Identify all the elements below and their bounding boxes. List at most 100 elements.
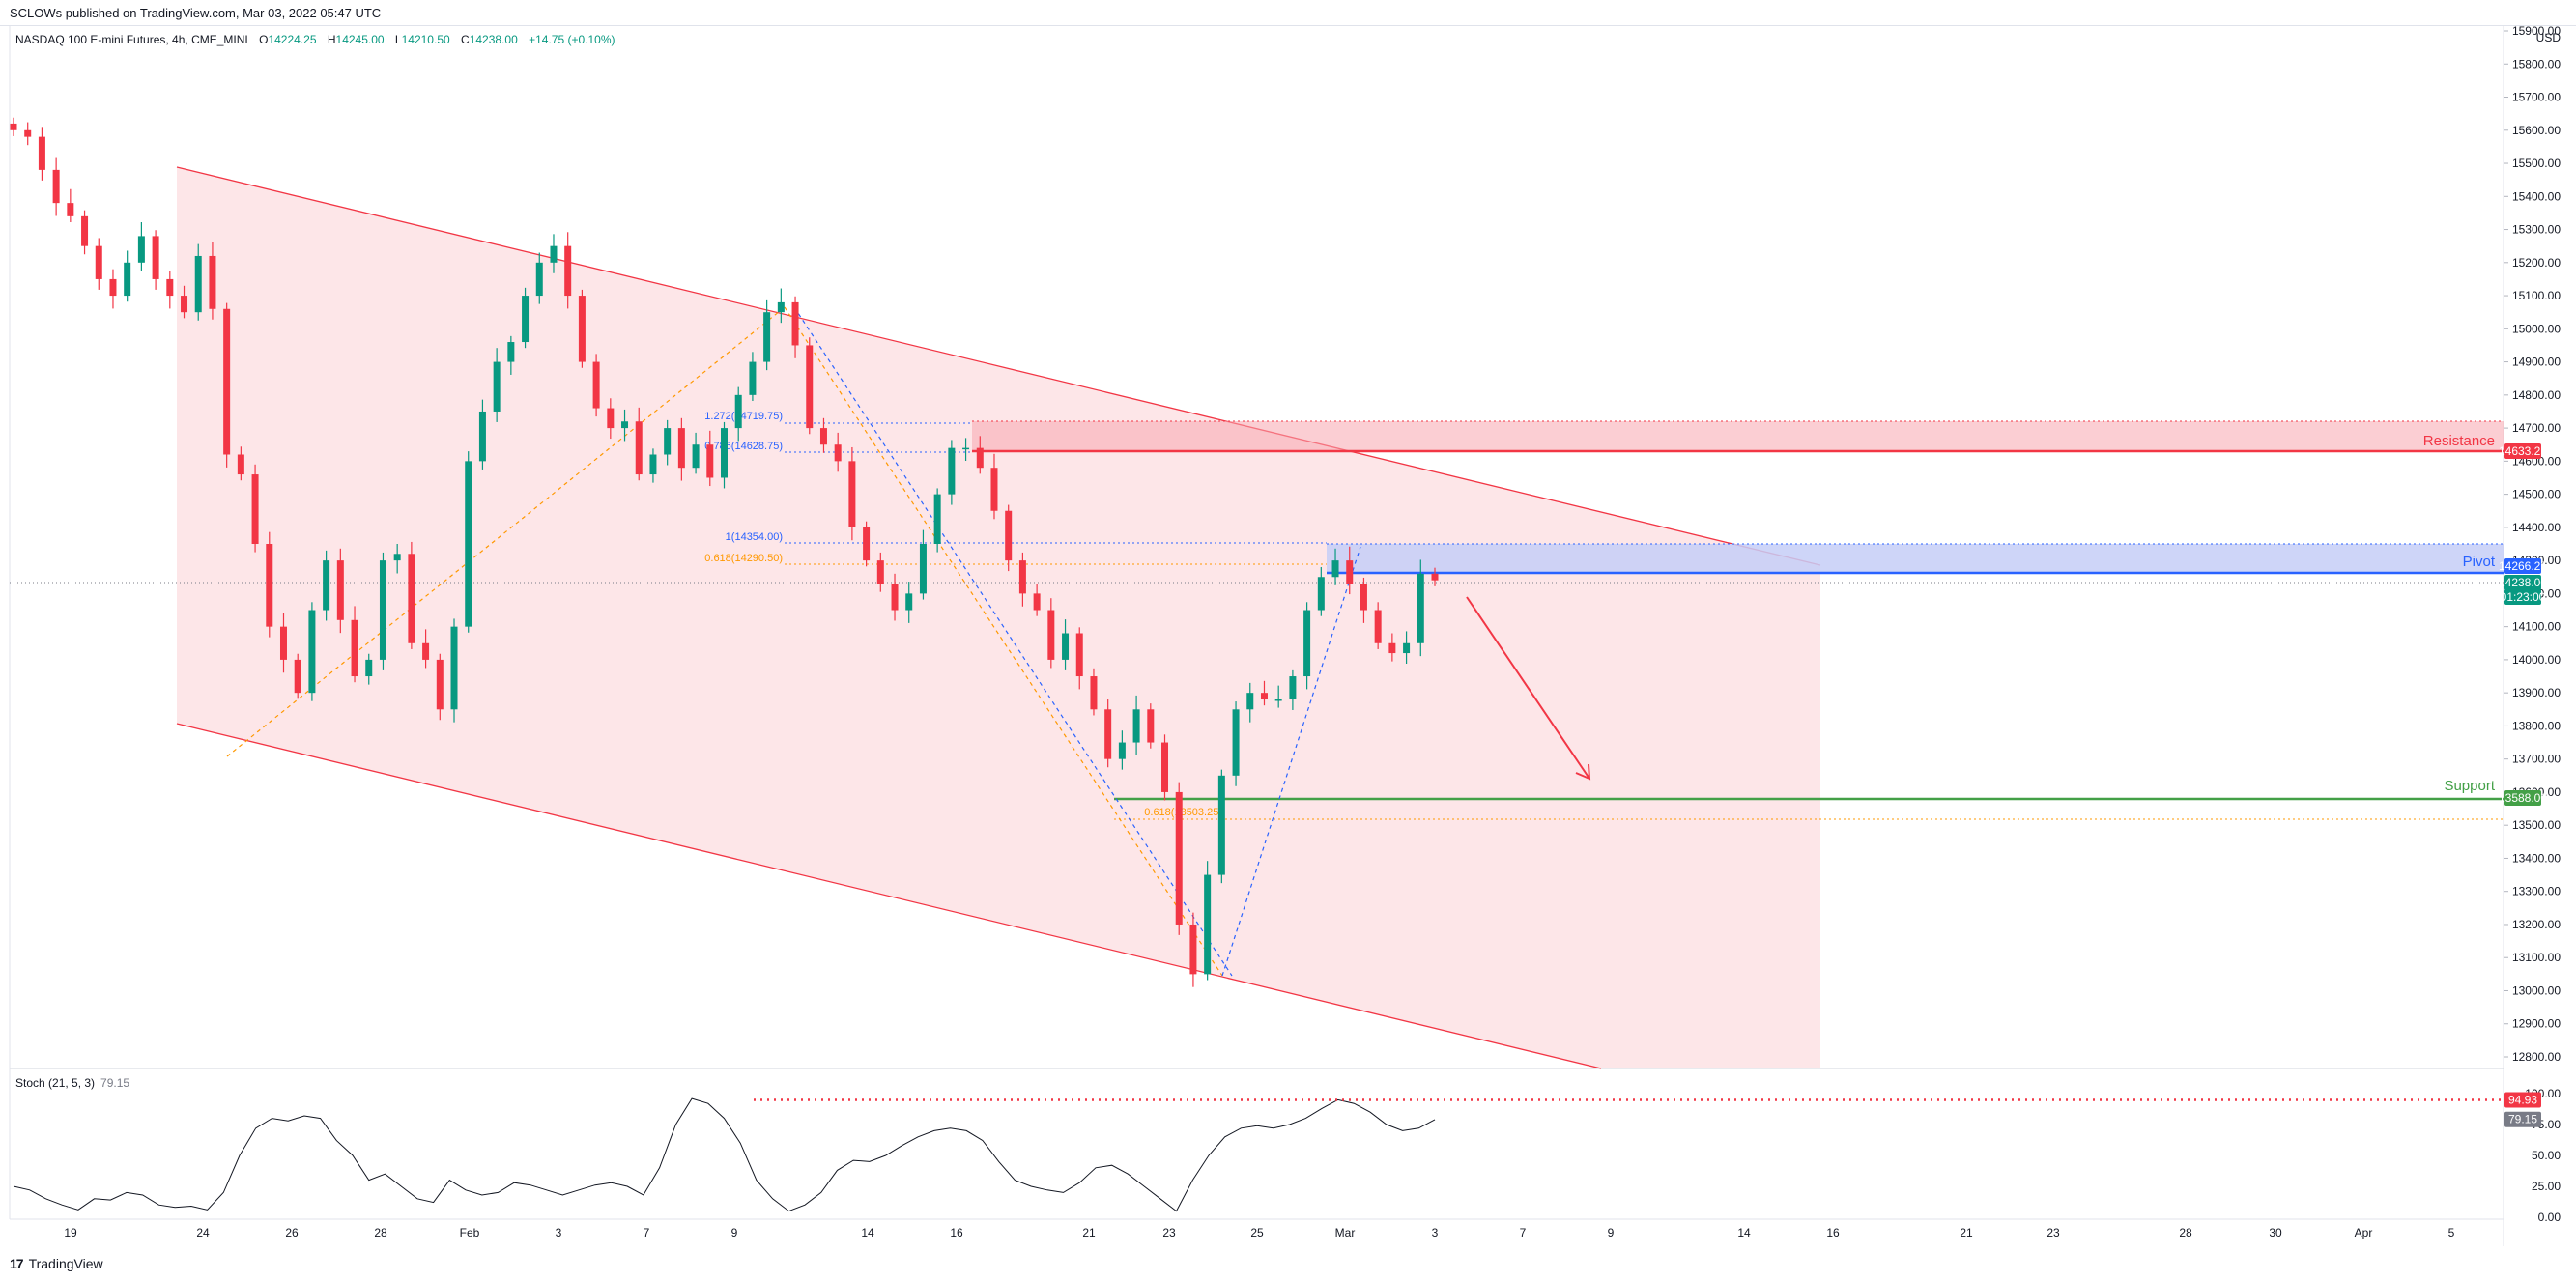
time-tick-label: 7 (644, 1226, 650, 1239)
candle-body (721, 428, 728, 478)
time-tick-label: 9 (731, 1226, 738, 1239)
fib-0786-label: 0.786(14628.75) (704, 441, 783, 452)
close-value: 14238.00 (469, 33, 518, 46)
candle-body (1075, 633, 1083, 677)
candle-body (550, 245, 558, 263)
time-axis[interactable]: 19 24 26 28 Feb 3 7 9 14 16 21 23 25 Mar 3 7 9 14 16 21 23 28… (64, 1226, 2454, 1239)
price-tick-label: 13500.00 (2512, 818, 2561, 832)
price-tick-label: 13400.00 (2512, 851, 2561, 865)
open-label: O (259, 33, 269, 46)
candle-body (649, 454, 657, 475)
price-tick-label: 14700.00 (2512, 421, 2561, 435)
candles-layer (10, 117, 1439, 987)
candle-body (1161, 742, 1169, 792)
price-tick-label: 13100.00 (2512, 951, 2561, 964)
channel-lower-line[interactable] (176, 723, 1602, 1069)
price-tick-label: 15800.00 (2512, 57, 2561, 71)
candle-body (962, 447, 970, 450)
candle-body (1047, 610, 1055, 660)
candle-body (848, 461, 856, 527)
candle-body (336, 560, 344, 620)
candle-body (1317, 577, 1325, 611)
fib-1-label: 1(14354.00) (726, 531, 783, 543)
candle-body (664, 428, 672, 455)
fib-1272-label: 1.272(14719.75) (704, 411, 783, 422)
time-tick-label: 28 (374, 1226, 387, 1239)
close-label: C (461, 33, 470, 46)
candle-body (1033, 593, 1041, 611)
time-tick-label: 3 (1432, 1226, 1439, 1239)
candle-body (1388, 642, 1396, 654)
symbol-title[interactable]: NASDAQ 100 E-mini Futures, 4h, CME_MINI (15, 33, 248, 46)
stoch-title[interactable]: Stoch (21, 5, 3) (15, 1076, 96, 1090)
candle-body (1217, 775, 1225, 875)
time-tick-label: 16 (1826, 1226, 1840, 1239)
support-label: Support (2444, 778, 2495, 794)
time-tick-label: 30 (2269, 1226, 2282, 1239)
candle-body (1104, 709, 1112, 759)
candle-body (1062, 633, 1070, 660)
candle-body (294, 659, 301, 694)
candle-body (1232, 709, 1240, 776)
support-price-tag: 13588.00 (2499, 791, 2547, 805)
pivot-price-tag-bg (2504, 558, 2541, 574)
last-price-tag: 14238.00 (2499, 576, 2547, 589)
time-tick-label: 7 (1520, 1226, 1527, 1239)
channel-fill (177, 167, 1820, 1068)
candle-body (436, 659, 444, 710)
time-tick-label: Apr (2355, 1226, 2373, 1239)
candle-body (10, 123, 17, 130)
candle-body (635, 421, 643, 475)
time-tick-label: 28 (2179, 1226, 2192, 1239)
footer-brand[interactable]: 17 TradingView (10, 1256, 103, 1271)
price-axis[interactable]: 15900.00 15800.00 15700.00 15600.00 15500.00… (2504, 24, 2561, 1064)
candle-body (1431, 573, 1439, 581)
low-label: L (394, 33, 402, 46)
candle-body (1147, 709, 1155, 743)
price-tick-label: 13300.00 (2512, 885, 2561, 898)
candle-body (24, 129, 32, 137)
candle-body (706, 444, 714, 478)
candle-body (450, 626, 458, 710)
stoch-value-tag-bg (2504, 1111, 2541, 1127)
resistance-zone (972, 421, 2504, 451)
resistance-price-tag-bg (2504, 443, 2541, 459)
candle-body (38, 136, 45, 170)
time-tick-label: 21 (1082, 1226, 1096, 1239)
candle-body (67, 203, 74, 216)
candle-body (137, 236, 145, 263)
candle-body (948, 447, 956, 495)
price-tick-label: 15900.00 (2512, 24, 2561, 38)
candle-body (607, 408, 615, 429)
fib-swing-orange-1 (226, 306, 786, 757)
candle-body (422, 642, 430, 660)
time-tick-label: 14 (1737, 1226, 1751, 1239)
candle-body (763, 312, 771, 362)
candle-body (351, 619, 358, 677)
candle-body (692, 444, 700, 469)
currency-label: USD (2536, 31, 2562, 44)
candle-body (1132, 709, 1140, 743)
stoch-tick-label: 50.00 (2532, 1149, 2561, 1162)
time-tick-label: 14 (861, 1226, 874, 1239)
candle-body (863, 527, 871, 561)
time-tick-label: 19 (64, 1226, 77, 1239)
candle-body (806, 345, 814, 429)
candle-body (1303, 610, 1311, 677)
last-price-tag-bg (2504, 575, 2541, 590)
candle-body (564, 245, 572, 297)
candle-body (81, 215, 89, 246)
time-tick-label: 23 (2046, 1226, 2060, 1239)
candle-body (1005, 510, 1013, 561)
candle-body (1090, 676, 1098, 710)
time-tick-label: 5 (2448, 1226, 2455, 1239)
price-tick-label: 15300.00 (2512, 223, 2561, 237)
candle-body (592, 361, 600, 409)
candle-body (266, 544, 273, 627)
candle-body (1118, 742, 1126, 759)
time-tick-label: 3 (556, 1226, 562, 1239)
channel-upper-line[interactable] (176, 166, 1821, 566)
candle-body (209, 255, 216, 309)
